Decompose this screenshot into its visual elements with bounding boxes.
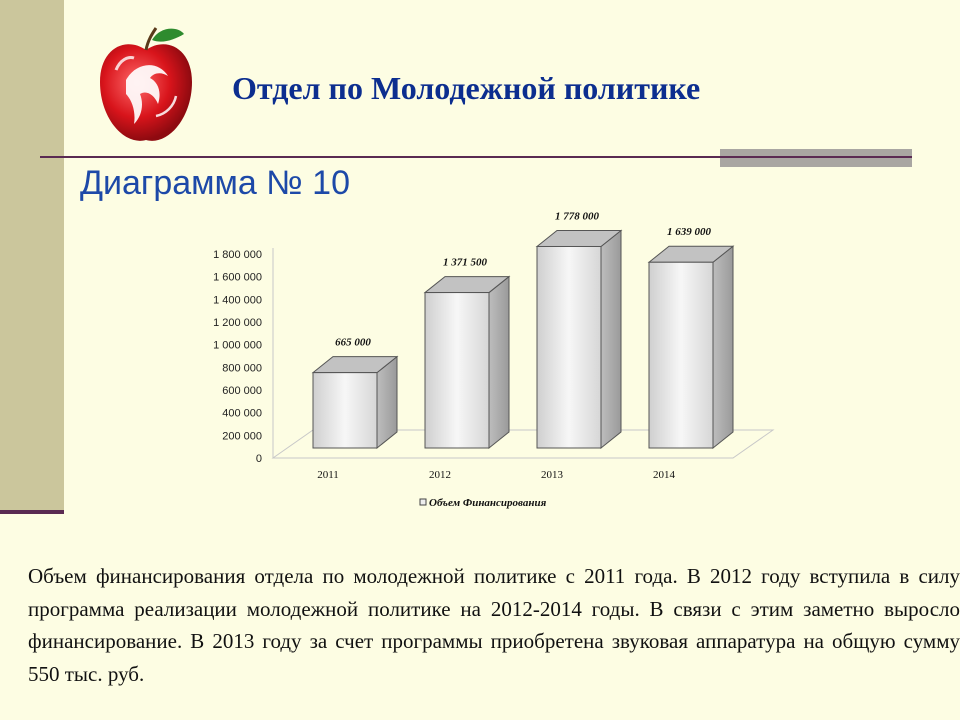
bar-side	[600, 229, 622, 450]
bar	[424, 292, 490, 449]
side-band-underline	[0, 510, 64, 514]
x-tick-label: 2014	[653, 469, 676, 481]
y-tick-label: 600 000	[222, 385, 262, 397]
y-tick-label: 1 400 000	[213, 294, 262, 306]
y-tick-label: 1 200 000	[213, 317, 262, 329]
x-tick-label: 2013	[541, 469, 564, 481]
header-divider-accent-line	[720, 156, 912, 158]
bar	[536, 245, 602, 449]
y-tick-label: 800 000	[222, 362, 262, 374]
bar-side	[712, 245, 734, 450]
bar	[312, 372, 378, 449]
x-tick-label: 2011	[317, 469, 339, 481]
legend-label: Объем Финансирования	[429, 497, 547, 509]
data-label: 1 778 000	[555, 210, 600, 222]
data-label: 665 000	[335, 337, 371, 349]
description-text: Объем финансирования отдела по молодежно…	[28, 564, 960, 686]
y-tick-label: 200 000	[222, 430, 262, 442]
diagram-title: Диаграмма № 10	[80, 164, 350, 202]
data-label: 1 639 000	[667, 226, 712, 238]
side-decoration-band	[0, 0, 64, 510]
header-divider	[40, 156, 912, 158]
bar	[648, 261, 714, 449]
header-divider-accent	[720, 149, 912, 167]
apple-logo	[96, 20, 196, 150]
department-title: Отдел по Молодежной политике	[232, 70, 701, 106]
data-label: 1 371 500	[443, 257, 488, 269]
funding-chart: 0 200 000 400 000 600 000 800 000 1 000 000 1 …	[190, 195, 810, 525]
legend-swatch	[419, 498, 427, 506]
chart-floor	[271, 429, 775, 459]
y-tick-label: 0	[256, 453, 262, 465]
bar-side	[488, 275, 510, 450]
y-tick-label: 400 000	[222, 408, 262, 420]
y-tick-label: 1 800 000	[213, 249, 262, 261]
y-tick-label: 1 000 000	[213, 340, 262, 352]
x-tick-label: 2012	[429, 469, 451, 481]
y-tick-label: 1 600 000	[213, 272, 262, 284]
